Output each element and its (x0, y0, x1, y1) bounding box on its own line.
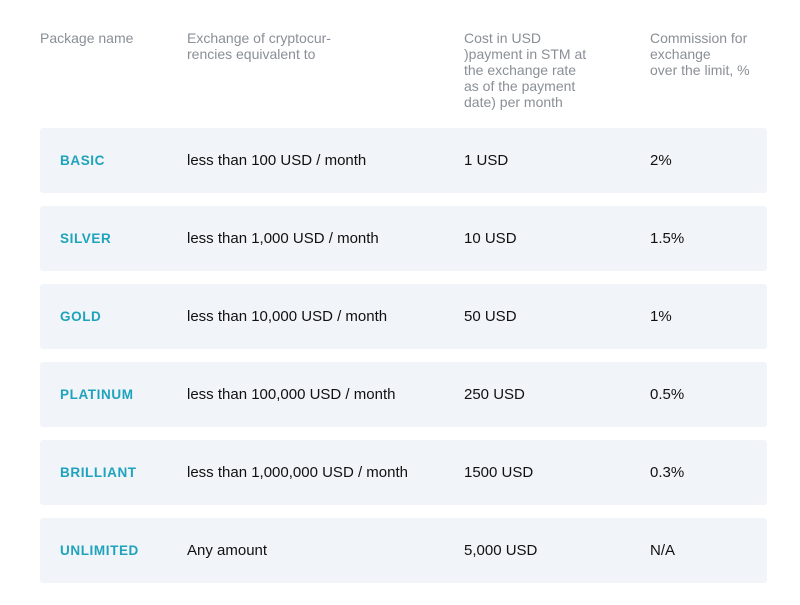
cost-value: 50 USD (464, 308, 517, 325)
package-name: GOLD (60, 309, 102, 324)
exchange-limit: less than 1,000,000 USD / month (187, 464, 408, 481)
commission-value: 0.5% (650, 386, 685, 403)
cost-value: 10 USD (464, 230, 517, 247)
table-row: PLATINUM less than 100,000 USD / month 2… (40, 362, 767, 427)
exchange-limit: less than 100 USD / month (187, 152, 367, 169)
cost-value: 1 USD (464, 152, 509, 169)
table-header: Package name Exchange of cryptocur- renc… (0, 0, 800, 120)
commission-value: N/A (650, 542, 676, 559)
cost-value: 5,000 USD (464, 542, 538, 559)
package-name: UNLIMITED (60, 543, 139, 558)
package-name: BRILLIANT (60, 465, 137, 480)
commission-value: 0.3% (650, 464, 685, 481)
commission-value: 1.5% (650, 230, 685, 247)
commission-value: 1% (650, 308, 672, 325)
package-table: BASIC less than 100 USD / month 1 USD 2%… (40, 128, 767, 596)
table-row: BASIC less than 100 USD / month 1 USD 2% (40, 128, 767, 193)
header-cost: Cost in USD )payment in STM at the excha… (464, 30, 587, 110)
exchange-limit: less than 10,000 USD / month (187, 308, 388, 325)
header-package-name: Package name (40, 30, 134, 46)
exchange-limit: less than 100,000 USD / month (187, 386, 396, 403)
header-commission: Commission for exchange over the limit, … (650, 30, 750, 78)
package-name: BASIC (60, 153, 106, 168)
cost-value: 1500 USD (464, 464, 534, 481)
header-exchange: Exchange of cryptocur- rencies equivalen… (187, 30, 331, 62)
cost-value: 250 USD (464, 386, 525, 403)
package-name: SILVER (60, 231, 112, 246)
commission-value: 2% (650, 152, 672, 169)
package-name: PLATINUM (60, 387, 134, 402)
table-row: GOLD less than 10,000 USD / month 50 USD… (40, 284, 767, 349)
exchange-limit: less than 1,000 USD / month (187, 230, 379, 247)
table-row: UNLIMITED Any amount 5,000 USD N/A (40, 518, 767, 583)
table-row: BRILLIANT less than 1,000,000 USD / mont… (40, 440, 767, 505)
exchange-limit: Any amount (187, 542, 268, 559)
table-row: SILVER less than 1,000 USD / month 10 US… (40, 206, 767, 271)
